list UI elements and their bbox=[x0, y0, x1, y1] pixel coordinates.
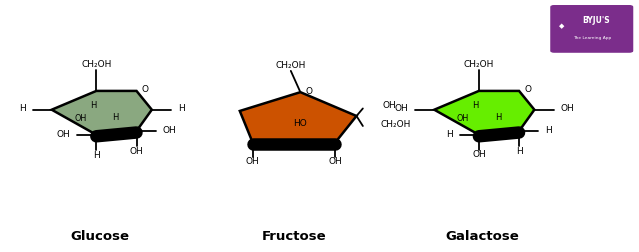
Text: Glucose: Glucose bbox=[70, 230, 129, 243]
Text: CH₂OH: CH₂OH bbox=[275, 61, 306, 70]
Text: OH: OH bbox=[163, 126, 176, 135]
Text: OH: OH bbox=[472, 150, 486, 159]
Text: ◆: ◆ bbox=[559, 23, 564, 29]
Text: OH: OH bbox=[394, 105, 408, 113]
Text: H: H bbox=[516, 147, 523, 155]
Text: O: O bbox=[142, 85, 149, 94]
Polygon shape bbox=[52, 91, 152, 135]
Text: H: H bbox=[19, 104, 26, 113]
FancyBboxPatch shape bbox=[551, 6, 633, 52]
Text: H: H bbox=[545, 126, 552, 135]
Text: Fructose: Fructose bbox=[262, 230, 327, 243]
Text: OH: OH bbox=[328, 157, 343, 166]
Text: O: O bbox=[305, 87, 312, 96]
Polygon shape bbox=[240, 92, 357, 142]
Text: BYJU'S: BYJU'S bbox=[581, 16, 610, 25]
Text: H: H bbox=[472, 102, 479, 110]
Text: CH₂OH: CH₂OH bbox=[381, 120, 412, 129]
Text: OH: OH bbox=[560, 105, 574, 113]
Text: OH: OH bbox=[74, 114, 86, 123]
Text: H: H bbox=[495, 113, 501, 122]
Text: HO: HO bbox=[293, 119, 307, 128]
Polygon shape bbox=[435, 91, 534, 135]
Text: H: H bbox=[112, 113, 119, 122]
Text: OH: OH bbox=[457, 114, 469, 123]
Text: H: H bbox=[178, 104, 185, 113]
Text: OH: OH bbox=[130, 147, 143, 156]
Text: OH: OH bbox=[383, 101, 397, 110]
Text: OH: OH bbox=[56, 130, 70, 139]
Text: O: O bbox=[525, 85, 532, 94]
Text: CH₂OH: CH₂OH bbox=[464, 60, 494, 69]
Text: H: H bbox=[90, 102, 96, 110]
Text: CH₂OH: CH₂OH bbox=[81, 60, 112, 69]
Text: Galactose: Galactose bbox=[445, 230, 519, 243]
Text: The Learning App: The Learning App bbox=[573, 36, 611, 40]
Text: H: H bbox=[93, 151, 100, 160]
Text: OH: OH bbox=[245, 157, 259, 166]
Text: H: H bbox=[446, 130, 453, 139]
